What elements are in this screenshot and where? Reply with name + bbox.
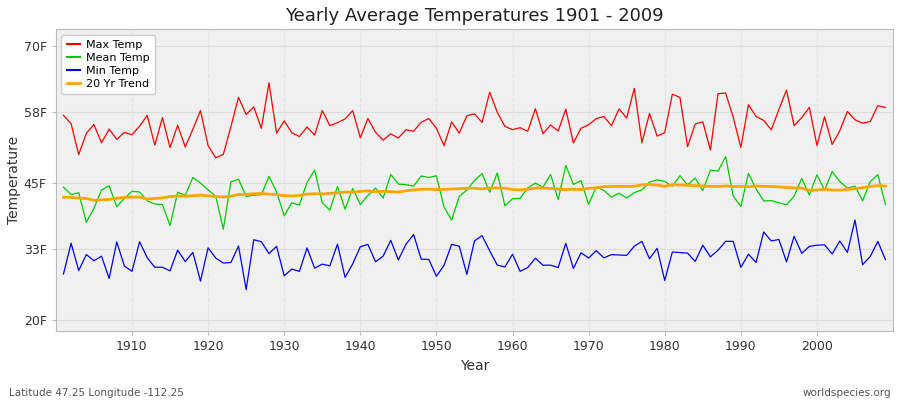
Legend: Max Temp, Mean Temp, Min Temp, 20 Yr Trend: Max Temp, Mean Temp, Min Temp, 20 Yr Tre… bbox=[61, 35, 155, 94]
Y-axis label: Temperature: Temperature bbox=[7, 136, 21, 224]
Text: worldspecies.org: worldspecies.org bbox=[803, 388, 891, 398]
Title: Yearly Average Temperatures 1901 - 2009: Yearly Average Temperatures 1901 - 2009 bbox=[285, 7, 664, 25]
X-axis label: Year: Year bbox=[460, 359, 490, 373]
Text: Latitude 47.25 Longitude -112.25: Latitude 47.25 Longitude -112.25 bbox=[9, 388, 184, 398]
